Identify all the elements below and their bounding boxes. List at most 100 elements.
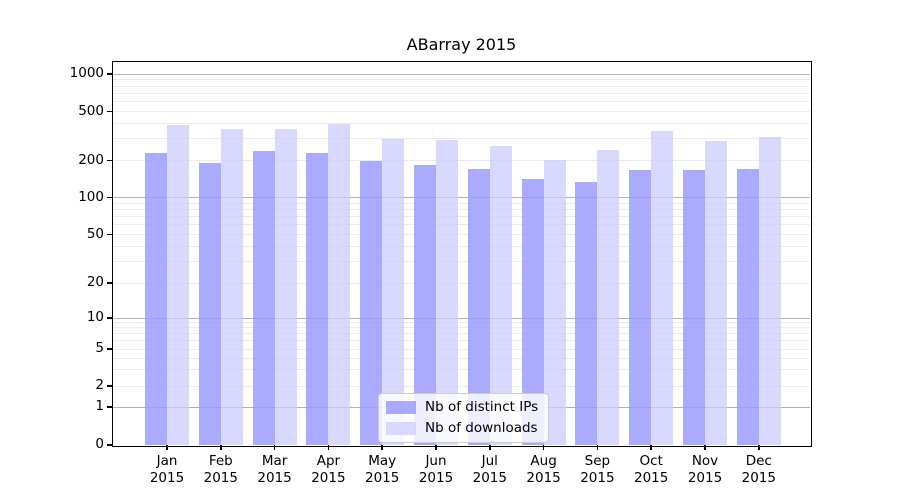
bar-nb-of-distinct-ips-oct-2015 [629,170,652,445]
y-tick-2 [107,385,112,387]
bar-nb-of-downloads-jan-2015 [167,124,189,445]
bar-nb-of-downloads-may-2015 [382,138,405,445]
bar-nb-of-downloads-jul-2015 [489,146,512,445]
gridline-minor-5 [113,348,810,350]
bar-nb-of-distinct-ips-jan-2015 [145,153,167,445]
gridline-minor-300 [113,138,810,140]
gridline-minor-6 [113,340,810,342]
y-tick-20 [107,282,112,284]
y-tick-1 [107,406,112,408]
y-tick-label-20: 20 [86,274,104,290]
gridline-major-1000 [113,73,810,75]
bar-layer [113,62,810,445]
gridline-minor-40 [113,245,810,247]
gridline-major-100 [113,197,810,199]
bar-nb-of-downloads-aug-2015 [543,160,566,445]
legend: Nb of distinct IPs Nb of downloads [378,393,550,443]
y-tick-5 [107,348,112,350]
gridline-minor-20 [113,282,810,284]
chart-title: ABarray 2015 [406,35,517,54]
bar-nb-of-downloads-dec-2015 [758,136,781,445]
x-tick-sep-2015 [596,445,599,450]
x-tick-may-2015 [381,445,383,450]
gridline-minor-800 [113,85,810,87]
y-tick-label-100: 100 [78,188,104,205]
gridline-minor-4 [113,357,810,359]
x-tick-label-nov-2015: Nov 2015 [687,453,723,486]
y-tick-10 [107,317,112,319]
gridline-minor-900 [113,79,810,81]
y-tick-label-1000: 1000 [69,65,104,81]
legend-label-downloads: Nb of downloads [425,420,538,436]
y-tick-50 [107,233,112,236]
x-tick-label-feb-2015: Feb 2015 [203,453,238,486]
bar-nb-of-downloads-apr-2015 [328,123,351,445]
x-tick-oct-2015 [650,445,652,450]
x-tick-jun-2015 [435,445,437,450]
x-tick-label-oct-2015: Oct 2015 [634,453,669,486]
gridline-minor-700 [113,92,810,94]
y-tick-500 [107,110,112,113]
bar-nb-of-distinct-ips-aug-2015 [521,178,544,445]
bar-nb-of-distinct-ips-feb-2015 [198,163,221,445]
gridline-minor-400 [113,122,810,124]
bar-nb-of-downloads-feb-2015 [220,128,243,445]
bar-nb-of-distinct-ips-apr-2015 [306,153,329,445]
bar-nb-of-distinct-ips-sep-2015 [575,181,598,445]
gridline-minor-8 [113,327,810,329]
bar-nb-of-distinct-ips-jul-2015 [467,168,490,445]
gridline-minor-80 [113,209,810,211]
gridline-minor-90 [113,202,810,204]
gridline-minor-70 [113,216,810,218]
bar-nb-of-downloads-jun-2015 [436,140,458,445]
x-tick-label-apr-2015: Apr 2015 [311,453,346,486]
bar-nb-of-downloads-nov-2015 [705,141,727,445]
grid-layer [113,62,810,445]
legend-label-distinct-ips: Nb of distinct IPs [425,399,539,415]
gridline-minor-200 [113,160,810,161]
x-tick-nov-2015 [704,445,706,450]
x-tick-label-may-2015: May 2015 [365,453,400,486]
gridline-minor-500 [113,111,810,112]
gridline-minor-30 [113,261,810,263]
bar-nb-of-downloads-mar-2015 [274,128,297,445]
bar-nb-of-distinct-ips-may-2015 [360,160,383,445]
x-tick-aug-2015 [542,445,545,450]
x-tick-label-jul-2015: Jul 2015 [472,453,507,486]
x-tick-dec-2015 [758,445,760,450]
bar-nb-of-distinct-ips-mar-2015 [252,151,275,445]
y-tick-label-2: 2 [95,377,104,393]
x-tick-label-jun-2015: Jun 2015 [418,453,454,486]
bar-nb-of-distinct-ips-jun-2015 [414,165,436,445]
bar-nb-of-distinct-ips-nov-2015 [683,169,705,445]
gridline-minor-50 [113,234,810,235]
x-tick-mar-2015 [273,445,276,450]
y-tick-200 [107,159,112,162]
y-tick-label-1: 1 [95,398,104,414]
x-tick-label-aug-2015: Aug 2015 [526,453,561,486]
x-tick-label-sep-2015: Sep 2015 [580,453,615,486]
x-tick-apr-2015 [327,445,330,450]
gridline-major-10 [113,317,810,319]
legend-item-distinct-ips: Nb of distinct IPs [386,399,538,415]
y-tick-100 [107,196,112,199]
y-tick-label-200: 200 [78,151,104,168]
x-tick-label-mar-2015: Mar 2015 [257,453,292,486]
y-tick-label-10: 10 [86,309,104,325]
gridline-minor-9 [113,322,810,324]
y-tick-1000 [107,73,112,75]
gridline-minor-7 [113,333,810,335]
x-tick-label-jan-2015: Jan 2015 [149,453,185,486]
gridline-minor-3 [113,369,810,371]
x-tick-jul-2015 [489,445,491,450]
x-tick-jan-2015 [166,445,168,450]
legend-item-downloads: Nb of downloads [386,420,538,436]
bar-nb-of-downloads-sep-2015 [597,149,620,445]
bar-nb-of-downloads-oct-2015 [651,130,674,445]
bar-nb-of-distinct-ips-dec-2015 [736,168,759,445]
y-tick-label-5: 5 [95,340,104,356]
y-tick-label-500: 500 [78,102,104,119]
y-tick-label-0: 0 [95,436,104,452]
y-tick-label-50: 50 [86,225,104,242]
